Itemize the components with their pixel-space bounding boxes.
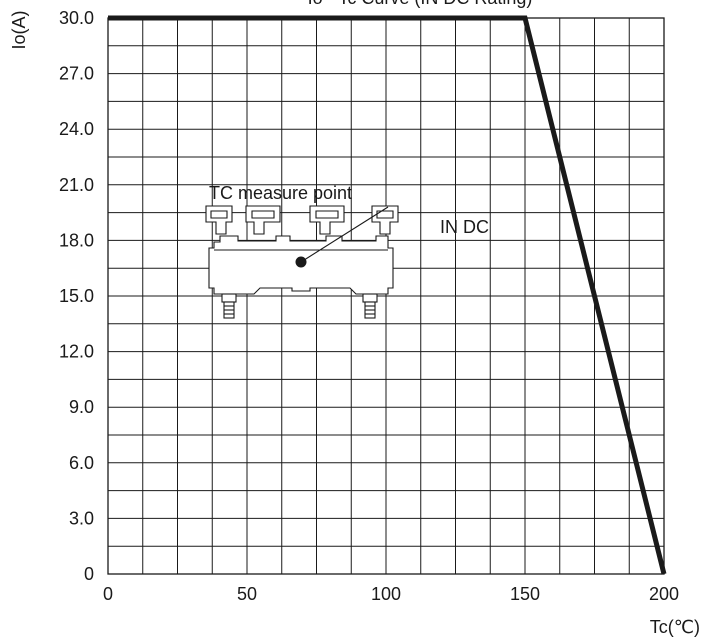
x-tick-label: 50 [237, 584, 257, 604]
y-tick-label: 18.0 [59, 230, 94, 250]
y-axis-label: Io(A) [9, 10, 29, 49]
top-clipped-title: Io - Tc Curve (IN DC Rating) [308, 0, 533, 8]
y-tick-labels: 0 3.0 6.0 9.0 12.0 15.0 18.0 21.0 24.0 27.0 30.0 [59, 8, 94, 584]
y-tick-label: 15.0 [59, 286, 94, 306]
x-tick-labels: 0 50 100 150 200 [103, 584, 679, 604]
package-tab [371, 205, 399, 235]
measure-point-label: TC measure point [209, 183, 352, 203]
y-tick-label: 9.0 [69, 397, 94, 417]
package-terminal [221, 293, 237, 303]
package-tab [245, 205, 281, 235]
package-tab-inner [376, 210, 394, 219]
x-tick-label: 100 [371, 584, 401, 604]
y-tick-label: 0 [84, 564, 94, 584]
current-type-label: IN DC [440, 217, 489, 237]
series [107, 15, 667, 575]
package-tab-inner [251, 210, 275, 219]
x-tick-label: 200 [649, 584, 679, 604]
y-tick-label: 24.0 [59, 119, 94, 139]
y-tick-label: 6.0 [69, 453, 94, 473]
package-illustration [205, 205, 399, 319]
y-tick-label: 3.0 [69, 508, 94, 528]
y-tick-label: 12.0 [59, 342, 94, 362]
package-tab-inner [210, 210, 228, 219]
measure-point-leader [300, 206, 389, 263]
grid [108, 18, 664, 574]
package-tab [309, 205, 345, 235]
package-tab [205, 205, 233, 235]
x-tick-label: 150 [510, 584, 540, 604]
x-axis-label: Tc(℃) [650, 617, 700, 637]
x-tick-label: 0 [103, 584, 113, 604]
package-tab-inner [315, 210, 339, 219]
measure-point-dot [295, 256, 307, 268]
y-tick-label: 30.0 [59, 8, 94, 28]
y-tick-label: 21.0 [59, 175, 94, 195]
y-tick-label: 27.0 [59, 64, 94, 84]
package-terminal [362, 293, 378, 303]
